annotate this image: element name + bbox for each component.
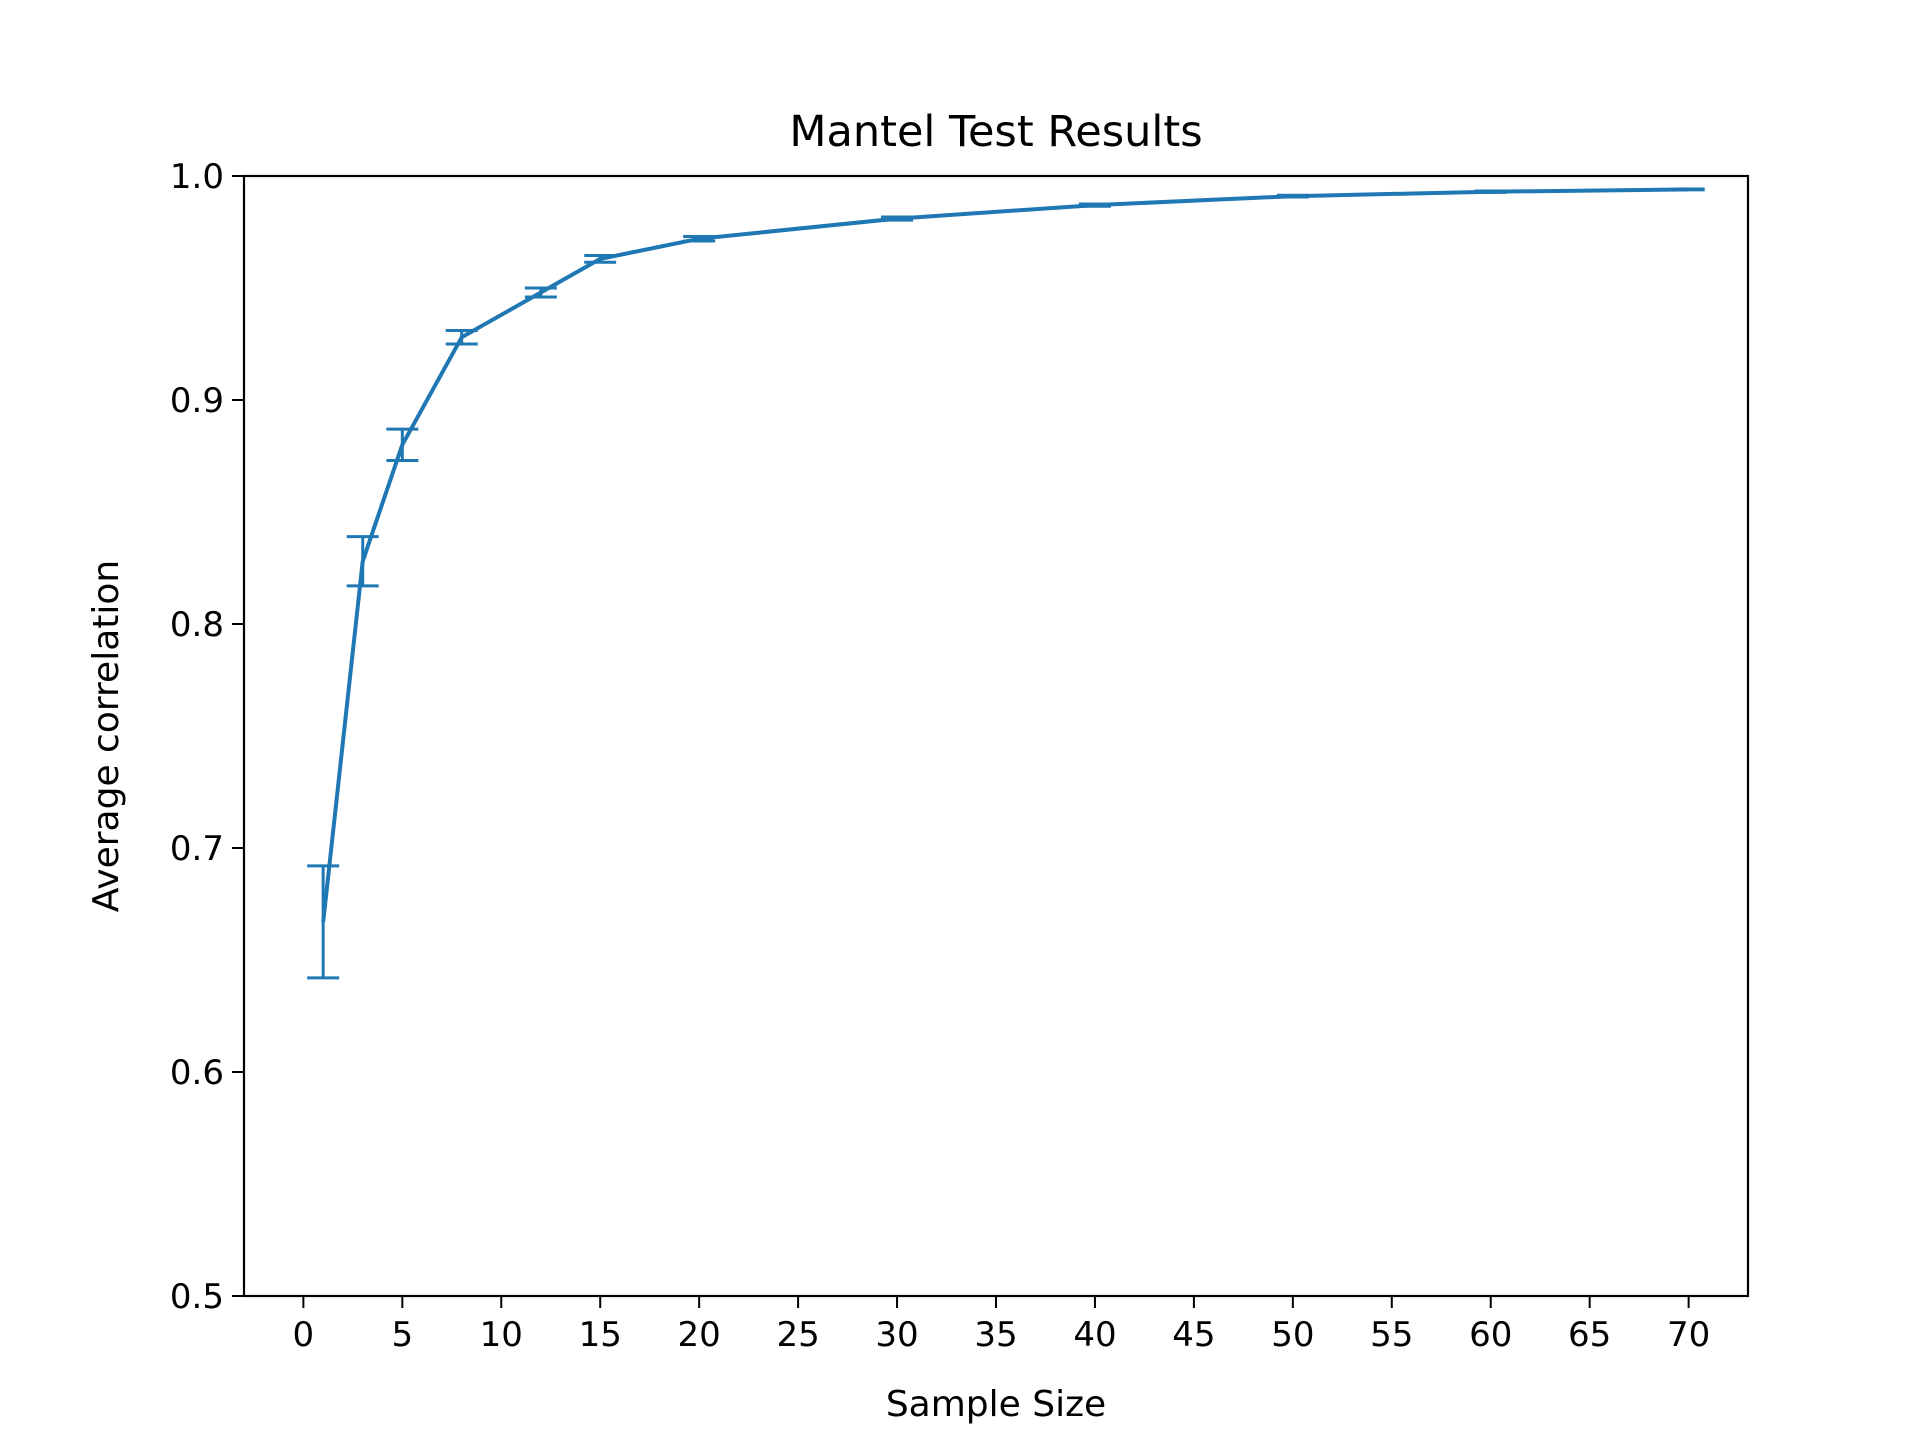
y-tick-label: 0.5 [170, 1277, 224, 1317]
x-tick-label: 30 [875, 1315, 918, 1355]
x-tick-label: 50 [1271, 1315, 1314, 1355]
x-axis: 0 5 10 15 20 25 30 35 40 45 50 55 60 65 70 [293, 1296, 1710, 1355]
y-tick-label: 1.0 [170, 157, 224, 197]
x-tick-label: 25 [776, 1315, 819, 1355]
y-tick-label: 0.9 [170, 381, 224, 421]
y-axis: 0.5 0.6 0.7 0.8 0.9 1.0 [170, 157, 244, 1317]
x-tick-label: 60 [1469, 1315, 1512, 1355]
series-line [321, 187, 1689, 923]
x-tick-label: 5 [391, 1315, 413, 1355]
y-tick-label: 0.7 [170, 829, 224, 869]
y-tick-label: 0.6 [170, 1053, 224, 1093]
series-layer [307, 187, 1705, 980]
x-tick-label: 45 [1172, 1315, 1215, 1355]
x-tick-label: 15 [579, 1315, 622, 1355]
x-tick-label: 65 [1568, 1315, 1611, 1355]
x-tick-label: 40 [1073, 1315, 1116, 1355]
x-tick-label: 55 [1370, 1315, 1413, 1355]
x-axis-label: Sample Size [886, 1384, 1106, 1425]
x-tick-label: 0 [293, 1315, 315, 1355]
x-tick-label: 70 [1667, 1315, 1710, 1355]
x-tick-label: 20 [678, 1315, 721, 1355]
chart-title: Mantel Test Results [789, 107, 1202, 157]
y-axis-label: Average correlation [86, 560, 127, 912]
x-tick-label: 35 [974, 1315, 1017, 1355]
y-tick-label: 0.8 [170, 605, 224, 645]
x-tick-label: 10 [480, 1315, 523, 1355]
